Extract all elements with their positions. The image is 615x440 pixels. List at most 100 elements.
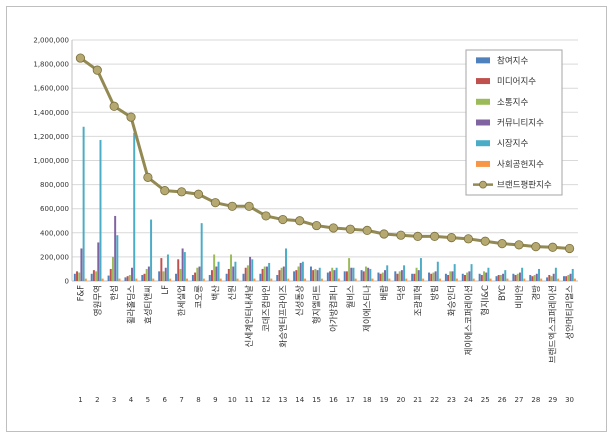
bar-시장지수-22 xyxy=(436,261,439,281)
bar-시장지수-16 xyxy=(335,267,338,281)
bar-커뮤니티지수-21 xyxy=(417,270,420,281)
x-rank-label: 7 xyxy=(179,396,183,404)
x-rank-label: 28 xyxy=(531,396,540,404)
bar-시장지수-14 xyxy=(301,261,304,281)
x-rank-label: 14 xyxy=(295,396,304,404)
bar-미디어지수-1 xyxy=(76,271,79,281)
bar-커뮤니티지수-10 xyxy=(232,266,235,281)
bar-참여지수-17 xyxy=(343,271,346,281)
y-tick-label: 1,600,000 xyxy=(33,85,69,93)
bar-미디어지수-19 xyxy=(379,273,382,281)
bar-시장지수-30 xyxy=(571,268,574,281)
bar-미디어지수-29 xyxy=(548,274,551,281)
bar-소통지수-11 xyxy=(246,265,249,281)
bar-소통지수-19 xyxy=(381,272,384,281)
bar-사회공헌지수-1 xyxy=(84,278,87,281)
bar-시장지수-25 xyxy=(487,267,490,281)
bar-사회공헌지수-16 xyxy=(337,278,340,281)
x-category-label: 영원무역 xyxy=(92,285,103,316)
bar-소통지수-12 xyxy=(263,266,266,281)
legend-swatch xyxy=(476,98,490,105)
bar-미디어지수-9 xyxy=(210,270,213,281)
bar-커뮤니티지수-28 xyxy=(535,273,538,281)
bar-소통지수-5 xyxy=(145,268,148,281)
x-rank-label: 27 xyxy=(515,396,524,404)
bar-참여지수-24 xyxy=(461,273,464,281)
bar-참여지수-23 xyxy=(444,273,447,281)
line-point-19 xyxy=(379,229,389,239)
bar-소통지수-25 xyxy=(483,271,486,281)
bar-커뮤니티지수-2 xyxy=(97,242,100,281)
bar-미디어지수-7 xyxy=(177,259,180,281)
bar-사회공헌지수-19 xyxy=(388,278,391,281)
bar-참여지수-9 xyxy=(208,274,211,281)
bar-참여지수-3 xyxy=(107,275,110,281)
x-category-label: 월비스 xyxy=(345,285,356,309)
bar-커뮤니티지수-14 xyxy=(299,262,302,281)
bar-참여지수-1 xyxy=(73,273,76,281)
legend-label: 참여지수 xyxy=(497,55,528,66)
bar-시장지수-8 xyxy=(200,223,203,281)
x-category-label: 백산 xyxy=(210,285,221,301)
legend-label: 시장지수 xyxy=(497,138,528,149)
bar-소통지수-15 xyxy=(314,268,317,281)
y-tick-label: 1,800,000 xyxy=(33,61,69,69)
bar-시장지수-12 xyxy=(268,262,271,281)
bar-참여지수-15 xyxy=(309,266,312,281)
x-rank-label: 11 xyxy=(245,396,254,404)
bar-미디어지수-6 xyxy=(160,258,163,281)
bar-참여지수-26 xyxy=(495,276,498,281)
bar-시장지수-9 xyxy=(217,261,220,281)
x-category-label: 코데즈컴바인 xyxy=(261,285,272,332)
bar-미디어지수-25 xyxy=(480,274,483,281)
bar-시장지수-3 xyxy=(116,235,119,281)
line-point-29 xyxy=(548,242,558,252)
bar-커뮤니티지수-13 xyxy=(282,266,285,281)
x-rank-label: 17 xyxy=(346,396,355,404)
line-point-1 xyxy=(75,53,86,63)
bar-시장지수-4 xyxy=(133,132,136,281)
bar-참여지수-19 xyxy=(377,272,380,281)
bar-소통지수-20 xyxy=(398,271,401,281)
bar-소통지수-29 xyxy=(550,276,553,281)
x-category-label: 휠라홀딩스 xyxy=(126,285,137,324)
legend-swatch xyxy=(476,119,490,126)
bar-미디어지수-16 xyxy=(329,271,332,281)
bar-시장지수-6 xyxy=(166,254,169,281)
x-rank-label: 24 xyxy=(464,396,473,404)
bar-사회공헌지수-29 xyxy=(557,278,560,281)
bar-시장지수-7 xyxy=(183,252,186,281)
bar-사회공헌지수-22 xyxy=(439,278,441,281)
bar-소통지수-18 xyxy=(364,266,367,281)
line-point-21 xyxy=(413,231,423,242)
bar-커뮤니티지수-11 xyxy=(249,256,252,281)
bar-소통지수-30 xyxy=(567,274,570,281)
legend-swatch xyxy=(476,140,490,147)
line-point-24 xyxy=(463,234,473,244)
y-tick-label: 2,000,000 xyxy=(33,37,69,45)
bar-소통지수-26 xyxy=(499,274,502,281)
x-rank-label: 9 xyxy=(213,396,217,404)
bar-커뮤니티지수-20 xyxy=(400,270,403,281)
bar-미디어지수-30 xyxy=(565,276,568,281)
x-rank-label: 29 xyxy=(548,396,557,404)
x-category-label: 화승인더 xyxy=(447,285,458,316)
brand-line xyxy=(75,53,575,254)
bar-커뮤니티지수-7 xyxy=(181,248,184,281)
bar-사회공헌지수-2 xyxy=(101,278,104,281)
x-rank-label: 19 xyxy=(380,396,389,404)
line-point-25 xyxy=(480,236,490,246)
bar-참여지수-25 xyxy=(478,273,481,281)
bar-미디어지수-2 xyxy=(92,270,95,281)
bar-시장지수-10 xyxy=(234,261,237,281)
bar-소통지수-21 xyxy=(415,267,418,281)
bar-시장지수-2 xyxy=(99,140,102,281)
y-tick-label: 200,000 xyxy=(40,253,69,261)
bar-사회공헌지수-6 xyxy=(169,278,172,281)
bar-커뮤니티지수-30 xyxy=(569,273,572,281)
bar-미디어지수-5 xyxy=(143,273,146,281)
bar-시장지수-20 xyxy=(403,265,406,281)
bar-사회공헌지수-28 xyxy=(540,278,543,281)
bar-미디어지수-22 xyxy=(430,273,433,281)
bar-사회공헌지수-24 xyxy=(472,278,475,281)
